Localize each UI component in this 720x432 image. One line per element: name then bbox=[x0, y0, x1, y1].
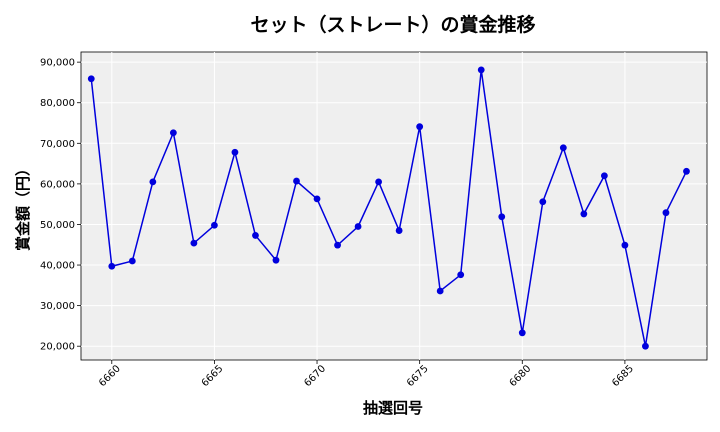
data-point bbox=[477, 66, 485, 74]
data-point bbox=[272, 256, 280, 264]
grid bbox=[81, 52, 707, 360]
data-point bbox=[683, 167, 690, 175]
data-point bbox=[354, 223, 362, 230]
data-point bbox=[642, 342, 649, 350]
data-point bbox=[87, 75, 95, 83]
data-point bbox=[190, 239, 198, 247]
data-point bbox=[518, 329, 526, 337]
data-point bbox=[457, 271, 465, 279]
y-axis-title: 賞金額（円） bbox=[14, 161, 32, 251]
data-point bbox=[416, 123, 424, 131]
x-axis-title: 抽選回号 bbox=[363, 399, 423, 417]
data-point bbox=[231, 148, 239, 156]
x-tick-label: 6680 bbox=[508, 363, 534, 389]
data-point bbox=[211, 221, 218, 229]
data-point bbox=[436, 287, 444, 295]
data-point bbox=[662, 209, 670, 217]
y-tick-label: 70,000 bbox=[40, 139, 75, 150]
data-point bbox=[375, 178, 383, 186]
y-tick-label: 20,000 bbox=[40, 342, 75, 353]
y-tick-label: 40,000 bbox=[40, 261, 75, 272]
data-point bbox=[108, 262, 116, 270]
data-point bbox=[621, 241, 629, 249]
y-tick-label: 90,000 bbox=[40, 58, 75, 69]
data-point bbox=[149, 178, 157, 186]
x-tick-label: 6685 bbox=[610, 363, 636, 389]
x-tick-label: 6675 bbox=[405, 363, 431, 389]
y-axis: 20,000 30,000 40,000 50,000 60,000 70,000 80,0… bbox=[40, 58, 81, 353]
y-tick-label: 80,000 bbox=[40, 98, 75, 109]
data-point bbox=[498, 213, 506, 221]
data-point bbox=[539, 198, 547, 206]
data-point bbox=[600, 172, 608, 180]
series-line bbox=[90, 69, 688, 347]
y-tick-label: 30,000 bbox=[40, 301, 75, 312]
data-point bbox=[169, 129, 177, 137]
data-point bbox=[395, 227, 403, 234]
x-axis: 6660 6665 6670 6675 6680 6685 bbox=[97, 360, 636, 389]
y-tick-label: 50,000 bbox=[40, 220, 75, 231]
data-point bbox=[128, 257, 136, 265]
series-layer bbox=[87, 66, 690, 350]
data-point bbox=[334, 241, 341, 249]
data-point bbox=[559, 144, 567, 152]
data-point bbox=[293, 177, 300, 185]
plot-area bbox=[80, 51, 708, 361]
data-point bbox=[252, 232, 259, 239]
x-tick-label: 6665 bbox=[200, 363, 226, 389]
data-point bbox=[580, 210, 588, 218]
y-tick-label: 60,000 bbox=[40, 179, 75, 190]
x-tick-label: 6660 bbox=[97, 363, 123, 389]
chart-title: セット（ストレート）の賞金推移 bbox=[250, 13, 535, 36]
data-point bbox=[313, 195, 321, 203]
x-tick-label: 6670 bbox=[302, 363, 328, 389]
